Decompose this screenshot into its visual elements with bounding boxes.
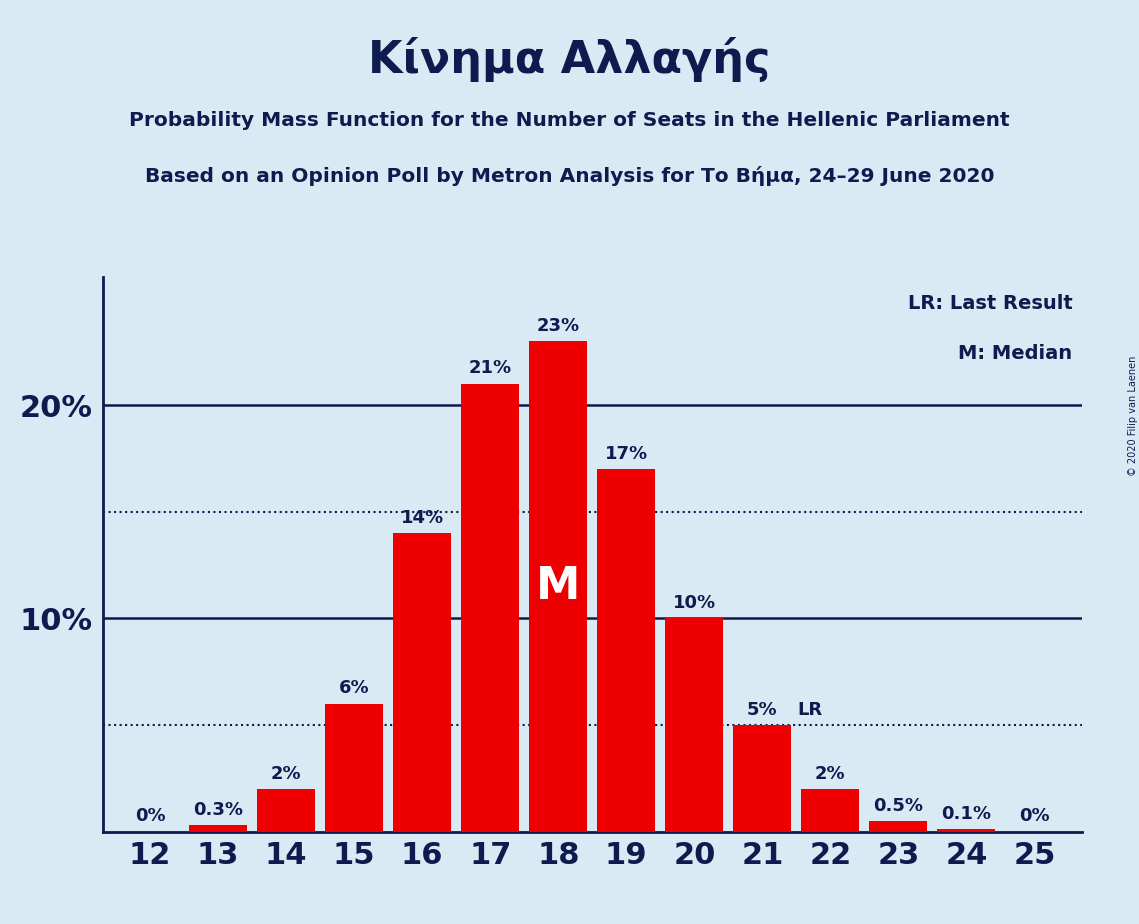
Bar	[937, 830, 995, 832]
Bar	[734, 725, 792, 832]
Bar	[869, 821, 927, 832]
Text: 5%: 5%	[747, 700, 778, 719]
Text: 0%: 0%	[1019, 808, 1050, 825]
Text: Κίνημα Αλλαγής: Κίνημα Αλλαγής	[368, 37, 771, 82]
Bar	[393, 533, 451, 832]
Text: 17%: 17%	[605, 444, 648, 463]
Text: © 2020 Filip van Laenen: © 2020 Filip van Laenen	[1129, 356, 1138, 476]
Bar	[326, 704, 383, 832]
Bar	[461, 383, 519, 832]
Text: 21%: 21%	[468, 359, 511, 377]
Bar	[257, 789, 316, 832]
Bar	[189, 825, 247, 832]
Text: M: M	[536, 565, 581, 608]
Text: 0%: 0%	[134, 808, 165, 825]
Text: LR: LR	[797, 700, 822, 719]
Text: 2%: 2%	[271, 764, 302, 783]
Text: 10%: 10%	[673, 594, 716, 612]
Text: 0.3%: 0.3%	[194, 801, 243, 819]
Bar	[530, 341, 588, 832]
Text: Probability Mass Function for the Number of Seats in the Hellenic Parliament: Probability Mass Function for the Number…	[129, 111, 1010, 130]
Text: Based on an Opinion Poll by Metron Analysis for Το Βήμα, 24–29 June 2020: Based on an Opinion Poll by Metron Analy…	[145, 166, 994, 187]
Text: 23%: 23%	[536, 317, 580, 334]
Text: 0.5%: 0.5%	[874, 796, 924, 815]
Text: 0.1%: 0.1%	[942, 805, 991, 823]
Bar	[802, 789, 859, 832]
Text: 6%: 6%	[339, 679, 369, 698]
Text: M: Median: M: Median	[958, 344, 1072, 363]
Bar	[665, 618, 723, 832]
Bar	[597, 469, 655, 832]
Text: 2%: 2%	[816, 764, 845, 783]
Text: LR: Last Result: LR: Last Result	[908, 294, 1072, 313]
Text: 14%: 14%	[401, 509, 444, 527]
